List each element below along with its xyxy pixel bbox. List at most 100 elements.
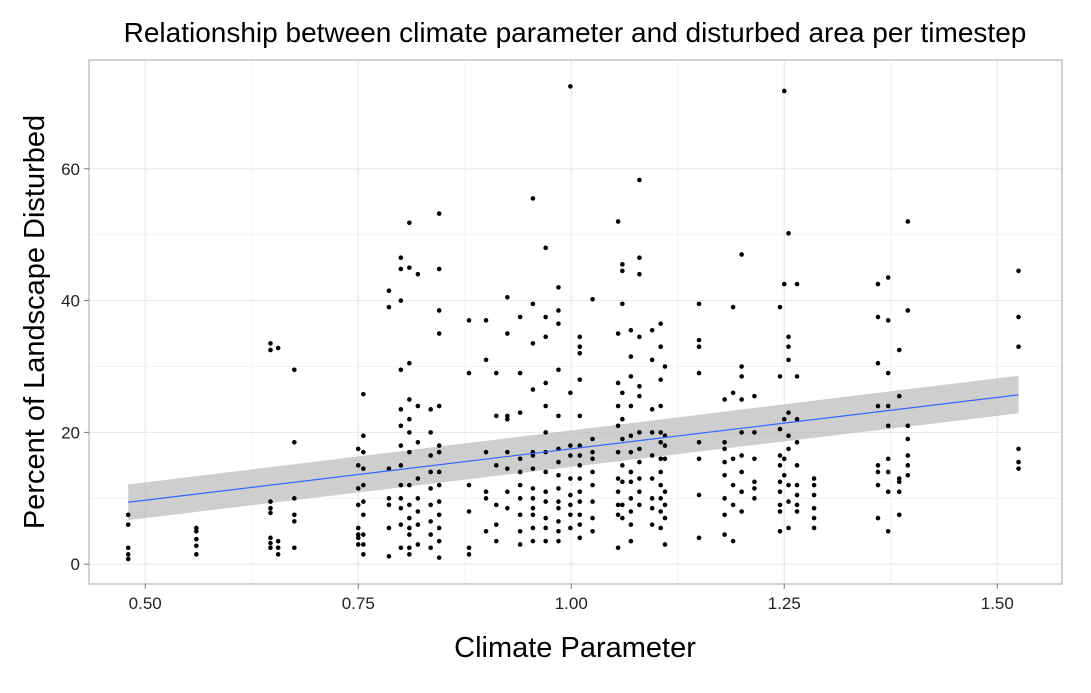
data-point <box>493 538 499 544</box>
data-point <box>615 449 621 455</box>
data-point <box>505 294 510 300</box>
data-point <box>590 499 595 504</box>
x-tick-label: 1.25 <box>768 594 801 613</box>
data-point <box>875 403 881 409</box>
data-point <box>786 525 791 531</box>
data-point <box>415 403 421 409</box>
data-point <box>194 552 199 557</box>
data-point <box>615 423 621 429</box>
data-point <box>896 476 902 481</box>
data-point <box>615 380 621 386</box>
data-point <box>794 509 800 514</box>
data-point <box>696 439 702 445</box>
data-point <box>696 492 702 498</box>
data-point <box>428 502 433 508</box>
data-point <box>658 430 664 435</box>
data-point <box>786 410 791 415</box>
data-point <box>556 321 561 326</box>
data-point <box>590 528 595 534</box>
data-point <box>292 439 297 445</box>
data-point <box>355 532 361 537</box>
data-point <box>407 482 412 488</box>
data-point <box>436 555 442 560</box>
data-point <box>194 528 199 534</box>
data-point <box>781 88 787 94</box>
data-point <box>125 512 131 518</box>
data-point <box>568 492 573 498</box>
data-point <box>777 426 783 432</box>
data-point <box>407 397 412 402</box>
x-axis: 0.50 0.75 1.00 1.25 1.50 <box>129 584 1014 613</box>
data-point <box>428 519 433 524</box>
data-point <box>905 219 911 224</box>
data-point <box>436 449 442 455</box>
data-point <box>786 433 791 438</box>
data-point <box>577 463 583 468</box>
data-point <box>556 413 561 419</box>
data-point <box>556 486 561 491</box>
data-point <box>658 439 664 445</box>
data-point <box>628 374 634 379</box>
data-point <box>407 545 412 551</box>
data-point <box>466 552 472 557</box>
data-point <box>268 341 273 346</box>
data-point <box>896 393 902 399</box>
data-point <box>428 407 433 412</box>
data-point <box>637 383 642 389</box>
data-point <box>466 370 472 376</box>
data-point <box>493 463 499 468</box>
data-point <box>662 515 668 521</box>
data-point <box>905 436 911 442</box>
data-point <box>577 489 583 495</box>
data-point <box>415 476 421 481</box>
data-point <box>615 403 621 409</box>
data-point <box>752 430 757 435</box>
y-tick-label: 0 <box>71 555 80 574</box>
x-tick-label: 1.50 <box>981 594 1014 613</box>
data-point <box>415 509 421 514</box>
data-point <box>386 554 392 559</box>
data-point <box>398 505 404 511</box>
data-point <box>628 496 634 501</box>
data-point <box>786 482 791 488</box>
data-point <box>361 552 366 557</box>
data-point <box>361 482 366 488</box>
y-axis-title: Percent of Landscape Disturbed <box>19 115 51 529</box>
data-point <box>415 496 421 501</box>
data-point <box>125 522 131 527</box>
data-point <box>466 318 472 323</box>
data-point <box>428 486 433 491</box>
data-point <box>543 334 548 340</box>
data-point <box>436 403 442 409</box>
data-point <box>543 538 548 544</box>
data-point <box>722 459 727 465</box>
data-point <box>268 347 273 353</box>
data-point <box>355 542 361 547</box>
data-point <box>1016 446 1021 452</box>
data-point <box>896 347 902 353</box>
data-point <box>125 552 131 557</box>
y-tick-label: 40 <box>61 292 80 311</box>
data-point <box>530 453 536 458</box>
data-point <box>615 545 621 551</box>
data-point <box>543 469 548 475</box>
data-point <box>739 453 744 458</box>
data-point <box>658 469 664 475</box>
data-point <box>556 519 561 524</box>
data-point <box>590 469 595 475</box>
data-point <box>615 331 621 336</box>
data-point <box>530 387 536 392</box>
data-point <box>407 416 412 422</box>
y-tick-label: 60 <box>61 160 80 179</box>
data-point <box>517 370 523 376</box>
data-point <box>658 456 664 462</box>
data-point <box>590 456 595 462</box>
data-point <box>885 370 891 376</box>
data-point <box>556 472 561 478</box>
data-point <box>517 469 523 475</box>
data-point <box>615 476 621 481</box>
data-point <box>483 318 489 323</box>
data-point <box>398 255 404 261</box>
confidence-band <box>128 375 1019 521</box>
data-point <box>361 466 366 471</box>
